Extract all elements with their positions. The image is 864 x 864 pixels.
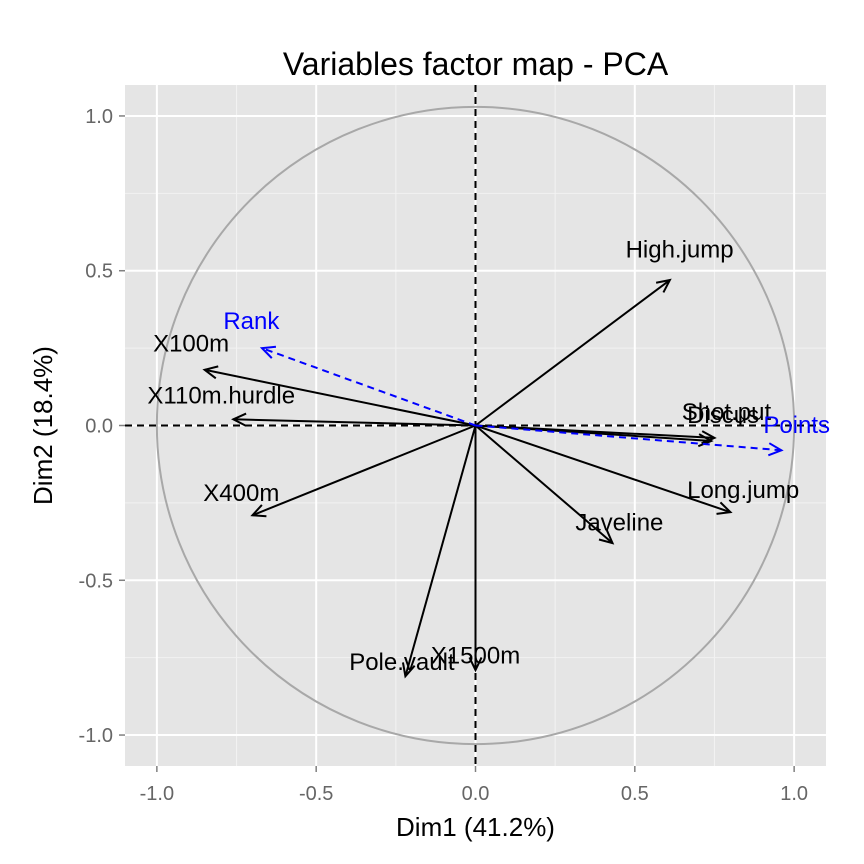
variable-arrows — [202, 278, 784, 679]
arrowhead-x400m — [250, 504, 267, 518]
arrowhead-x110m-hurdle — [231, 412, 247, 427]
label-points: Points — [763, 412, 830, 439]
arrowhead-x1500m — [468, 656, 483, 673]
label-x110m-hurdle: X110m.hurdle — [147, 383, 295, 410]
label-javeline: Javeline — [575, 509, 663, 536]
label-long-jump: Long.jump — [687, 477, 799, 504]
arrow-javeline — [474, 424, 614, 544]
label-x1500m: X1500m — [431, 643, 520, 670]
arrow-rank — [261, 347, 476, 427]
x-tick-label: -1.0 — [140, 783, 174, 805]
y-tick-label: 0.5 — [85, 261, 113, 283]
arrow-x110m-hurdle — [233, 418, 476, 427]
x-tick-label: 1.0 — [780, 783, 808, 805]
arrowhead-long-jump — [716, 501, 733, 515]
arrowhead-pole-vault — [401, 662, 416, 679]
arrowhead-x100m — [202, 365, 219, 380]
label-shot-put: Shot.put — [682, 399, 772, 426]
arrowhead-rank — [259, 345, 277, 359]
x-axis-title: Dim1 (41.2%) — [396, 812, 555, 842]
arrow-pole-vault — [404, 425, 477, 677]
label-discus: Discus — [687, 402, 759, 429]
correlation-circle — [155, 105, 796, 746]
y-tick-label: -0.5 — [79, 570, 113, 592]
label-rank: Rank — [223, 308, 280, 335]
arrow-high-jump — [474, 279, 671, 427]
label-high-jump: High.jump — [626, 236, 734, 263]
y-tick-label: 0.0 — [85, 416, 113, 438]
arrowhead-high-jump — [655, 278, 672, 293]
axis-ticks: -1.0 -0.5 0.0 0.5 1.0 -1.0 -0.5 0.0 0.5 1.0 — [79, 106, 809, 805]
arrow-x100m — [204, 368, 476, 427]
label-pole-vault: Pole.vault — [349, 649, 455, 676]
x-tick-label: 0.0 — [462, 783, 490, 805]
chart-title: Variables factor map - PCA — [283, 46, 669, 82]
y-axis-title: Dim2 (18.4%) — [28, 346, 58, 505]
variable-labels: X100m Long.jump Shot.put High.jump X400m X110… — [147, 236, 830, 676]
y-tick-label: 1.0 — [85, 106, 113, 128]
arrow-long-jump — [475, 424, 731, 514]
arrow-points — [475, 424, 782, 452]
arrowhead-discus — [697, 433, 714, 448]
label-x100m: X100m — [153, 331, 229, 358]
x-tick-label: -0.5 — [299, 783, 333, 805]
arrow-x400m — [252, 424, 476, 517]
arrowhead-points — [767, 442, 784, 457]
x-tick-label: 0.5 — [621, 783, 649, 805]
y-tick-label: -1.0 — [79, 725, 113, 747]
label-x400m: X400m — [203, 480, 279, 507]
arrowhead-javeline — [598, 529, 615, 545]
